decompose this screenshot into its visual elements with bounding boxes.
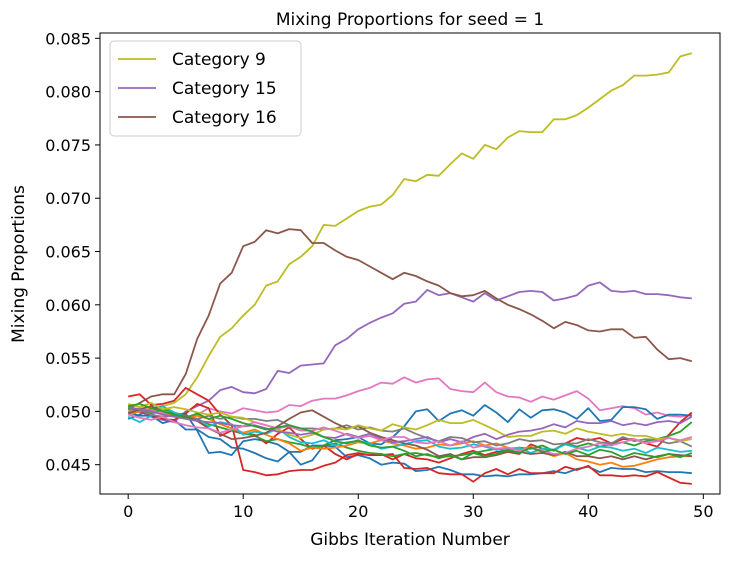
y-axis-label: Mixing Proportions bbox=[9, 185, 29, 343]
series-line-16 bbox=[127, 413, 693, 455]
series-line-13 bbox=[127, 405, 692, 461]
y-tick-label: 0.075 bbox=[45, 136, 91, 155]
series-line-12 bbox=[128, 409, 693, 448]
series-line-6 bbox=[127, 411, 692, 478]
series-line-14 bbox=[127, 401, 692, 443]
y-tick-label: 0.070 bbox=[45, 189, 91, 208]
x-axis-label: Gibbs Iteration Number bbox=[310, 530, 510, 550]
x-axis-ticks: 0 10 20 30 40 50 bbox=[123, 494, 714, 521]
x-tick-label: 30 bbox=[463, 502, 483, 521]
legend-entries: Category 9 Category 15 Category 16 bbox=[118, 50, 277, 128]
series-line-3 bbox=[127, 228, 693, 411]
legend-label-3: Category 16 bbox=[172, 108, 277, 128]
series-line-17 bbox=[128, 402, 693, 461]
y-tick-label: 0.065 bbox=[45, 243, 91, 262]
chart-title: Mixing Proportions for seed = 1 bbox=[276, 10, 544, 30]
series-line-5 bbox=[127, 404, 692, 457]
plot-frame bbox=[99, 32, 721, 495]
x-tick-label: 50 bbox=[693, 502, 713, 521]
series-line-4 bbox=[127, 376, 692, 418]
y-tick-label: 0.060 bbox=[45, 296, 91, 315]
series-line-2 bbox=[128, 281, 692, 424]
x-tick-label: 20 bbox=[348, 502, 368, 521]
series-line-11 bbox=[127, 405, 692, 454]
y-tick-label: 0.080 bbox=[45, 83, 91, 102]
series-line-10 bbox=[127, 407, 692, 468]
y-tick-label: 0.045 bbox=[45, 456, 91, 475]
x-tick-label: 40 bbox=[578, 502, 598, 521]
x-tick-label: 10 bbox=[233, 502, 253, 521]
legend: Category 9 Category 15 Category 16 bbox=[109, 40, 302, 137]
y-tick-label: 0.085 bbox=[45, 29, 91, 48]
series-line-1 bbox=[127, 52, 693, 413]
legend-box bbox=[109, 40, 302, 137]
series-layer bbox=[127, 52, 693, 485]
y-tick-label: 0.055 bbox=[45, 349, 91, 368]
y-axis-ticks: 0.045 0.050 0.055 0.060 0.065 0.070 0.075 0.080… bbox=[45, 29, 100, 475]
legend-label-2: Category 15 bbox=[172, 79, 277, 99]
x-tick-label: 0 bbox=[123, 502, 133, 521]
y-tick-label: 0.050 bbox=[45, 402, 91, 421]
legend-label-1: Category 9 bbox=[172, 50, 266, 70]
